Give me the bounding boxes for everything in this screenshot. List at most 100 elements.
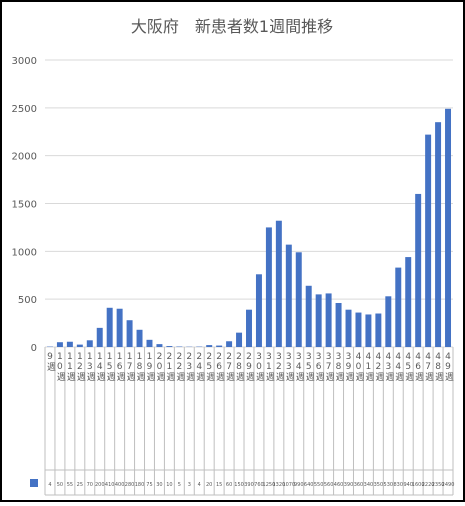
table-value: 2490: [442, 482, 455, 488]
table-value: 830: [393, 482, 403, 488]
bar: [385, 296, 391, 347]
bar: [246, 310, 252, 347]
y-tick-label: 0: [31, 343, 37, 354]
bar: [395, 268, 401, 347]
x-tick-label: 13週: [85, 352, 96, 382]
table-value: 30: [156, 482, 162, 488]
bar: [425, 135, 431, 347]
x-tick-label: 15週: [105, 352, 116, 382]
x-tick-label: 24週: [194, 352, 205, 382]
bar: [87, 340, 93, 347]
bar: [226, 341, 232, 347]
y-tick-label: 2000: [12, 152, 37, 163]
x-tick-label: 30週: [254, 352, 265, 382]
table-value: 50: [57, 482, 63, 488]
bar: [326, 293, 332, 347]
x-tick-label: 32週: [274, 352, 285, 382]
y-tick-label: 2500: [12, 104, 37, 115]
table-value: 25: [77, 482, 83, 488]
x-tick-label: 48週: [433, 352, 444, 382]
table-value: 20: [206, 482, 212, 488]
bar: [57, 342, 63, 347]
bar: [355, 313, 361, 347]
table-value: 340: [364, 482, 374, 488]
x-tick-label: 27週: [224, 352, 235, 382]
bar: [216, 346, 222, 347]
bar: [435, 122, 441, 347]
x-tick-label: 19週: [144, 352, 155, 382]
bar: [346, 310, 352, 347]
x-tick-label: 26週: [214, 352, 225, 382]
bar: [365, 314, 371, 347]
table-value: 400: [115, 482, 125, 488]
x-tick-label: 36週: [314, 352, 325, 382]
table-value: 360: [354, 482, 364, 488]
table-value: 640: [304, 482, 314, 488]
y-tick-label: 1000: [12, 247, 37, 258]
table-value: 10: [166, 482, 172, 488]
x-tick-label: 41週: [363, 352, 374, 382]
y-tick-label: 1500: [12, 200, 37, 211]
x-tick-label: 12週: [75, 352, 86, 382]
bar: [316, 294, 322, 347]
x-tick-label: 34週: [294, 352, 305, 382]
x-tick-label: 11週: [65, 352, 76, 382]
bar: [306, 286, 312, 347]
table-value: 55: [67, 482, 73, 488]
x-tick-label: 45週: [403, 352, 414, 382]
x-tick-label: 33週: [284, 352, 295, 382]
table-value: 410: [105, 482, 115, 488]
x-tick-label: 22週: [174, 352, 185, 382]
bar: [206, 345, 212, 347]
x-tick-label: 40週: [353, 352, 364, 382]
x-tick-label: 31週: [264, 352, 275, 382]
x-tick-label: 47週: [423, 352, 434, 382]
bar: [117, 309, 123, 347]
bar: [156, 344, 162, 347]
x-tick-label: 42週: [373, 352, 384, 382]
legend-swatch: [30, 479, 38, 487]
y-tick-label: 3000: [12, 56, 37, 67]
x-tick-label: 44週: [393, 352, 404, 382]
bar: [147, 340, 153, 347]
x-tick-label: 14週: [95, 352, 106, 382]
bar: [256, 274, 262, 347]
x-tick-label: 38週: [334, 352, 345, 382]
bar: [375, 314, 381, 347]
x-tick-label: 18週: [135, 352, 146, 382]
table-value: 180: [135, 482, 145, 488]
bar: [236, 333, 242, 347]
x-tick-label: 28週: [234, 352, 245, 382]
x-tick-label: 37週: [324, 352, 335, 382]
x-tick-label: 23週: [184, 352, 195, 382]
x-tick-label: 49週: [443, 352, 454, 382]
table-value: 4: [48, 482, 51, 488]
table-value: 990: [294, 482, 304, 488]
x-tick-label: 35週: [304, 352, 315, 382]
table-value: 200: [95, 482, 105, 488]
bar: [415, 194, 421, 347]
table-value: 390: [344, 482, 354, 488]
x-tick-label: 16週: [115, 352, 126, 382]
bar: [166, 346, 172, 347]
table-value: 390: [244, 482, 254, 488]
bar: [405, 257, 411, 347]
table-value: 150: [234, 482, 244, 488]
table-value: 75: [146, 482, 152, 488]
table-value: 60: [226, 482, 232, 488]
bar: [67, 342, 73, 347]
bar: [336, 303, 342, 347]
x-tick-label: 9週: [45, 352, 56, 372]
x-tick-label: 46週: [413, 352, 424, 382]
bar: [296, 252, 302, 347]
x-tick-label: 20週: [154, 352, 165, 382]
table-value: 280: [125, 482, 135, 488]
table-value: 350: [374, 482, 384, 488]
bar: [127, 320, 133, 347]
bar: [276, 221, 282, 347]
table-value: 4: [198, 482, 201, 488]
table-value: 15: [216, 482, 222, 488]
x-tick-label: 25週: [204, 352, 215, 382]
table-value: 3: [188, 482, 191, 488]
